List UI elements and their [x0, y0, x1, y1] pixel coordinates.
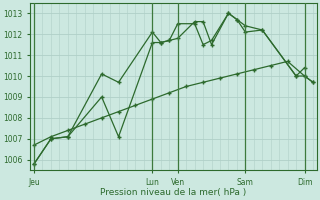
- X-axis label: Pression niveau de la mer( hPa ): Pression niveau de la mer( hPa ): [100, 188, 247, 197]
